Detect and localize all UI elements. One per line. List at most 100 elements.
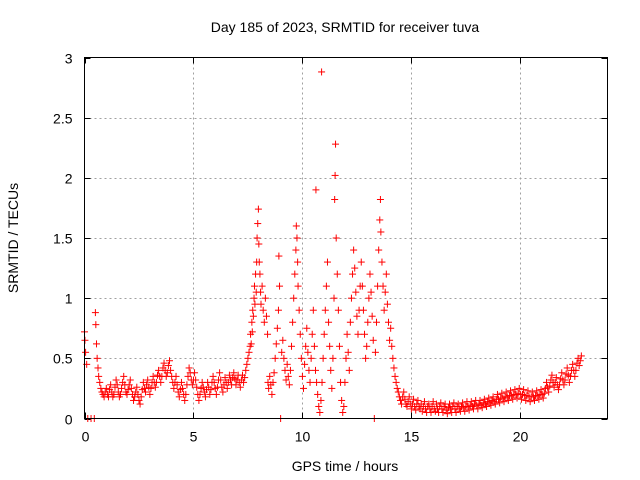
- data-point: [520, 386, 528, 394]
- data-point: [332, 140, 340, 148]
- x-tick-labels: 0 5 10 15 20: [82, 429, 529, 445]
- data-point: [382, 270, 390, 278]
- data-point: [185, 364, 193, 372]
- data-point: [371, 348, 379, 356]
- x-tick-label: 0: [82, 429, 90, 445]
- data-point: [242, 366, 250, 374]
- data-point: [207, 386, 215, 394]
- data-point: [314, 390, 322, 398]
- data-point: [392, 378, 400, 386]
- data-point: [278, 348, 286, 356]
- data-point: [381, 288, 389, 296]
- data-point: [136, 400, 144, 408]
- data-point: [93, 354, 101, 362]
- data-point: [491, 400, 499, 408]
- data-point: [286, 366, 294, 374]
- data-point: [569, 360, 577, 368]
- data-point: [321, 306, 329, 314]
- data-point: [316, 408, 324, 416]
- data-point: [405, 393, 413, 401]
- data-point: [478, 404, 486, 412]
- grid-lines: [84, 57, 608, 419]
- data-point: [338, 396, 346, 404]
- data-point: [342, 354, 350, 362]
- data-point: [443, 410, 451, 418]
- y-tick-label: 0.5: [53, 351, 73, 367]
- data-point: [450, 399, 458, 407]
- data-point: [271, 354, 279, 362]
- data-point: [376, 195, 384, 203]
- data-point: [572, 366, 580, 374]
- data-point: [377, 228, 385, 236]
- data-point: [247, 340, 255, 348]
- data-point: [577, 352, 585, 360]
- data-point: [459, 399, 467, 407]
- data-point: [184, 372, 192, 380]
- data-point: [201, 393, 209, 401]
- data-point: [461, 407, 469, 415]
- data-point: [315, 402, 323, 410]
- data-point: [513, 394, 521, 402]
- data-point: [245, 348, 253, 356]
- data-point: [565, 378, 573, 386]
- data-point: [317, 396, 325, 404]
- data-point: [146, 390, 154, 398]
- data-point: [280, 354, 288, 362]
- y-tick-label: 2: [65, 171, 73, 187]
- data-point: [124, 386, 132, 394]
- data-point: [339, 408, 347, 416]
- x-tick-label: 10: [295, 429, 311, 445]
- data-point: [270, 369, 278, 377]
- data-point: [319, 354, 327, 362]
- chart-title: Day 185 of 2023, SRMTID for receiver tuv…: [211, 19, 480, 35]
- data-point: [533, 387, 541, 395]
- data-point: [206, 390, 214, 398]
- data-point: [274, 306, 282, 314]
- data-point: [393, 384, 401, 392]
- data-point: [236, 383, 244, 391]
- data-point: [340, 402, 348, 410]
- data-point: [349, 270, 357, 278]
- data-point: [127, 384, 135, 392]
- data-point: [327, 366, 335, 374]
- data-point: [296, 330, 304, 338]
- data-point: [219, 388, 227, 396]
- data-point: [389, 354, 397, 362]
- data-point: [540, 389, 548, 397]
- data-point: [350, 246, 358, 254]
- data-point: [333, 270, 341, 278]
- x-axis-label: GPS time / hours: [292, 458, 399, 474]
- data-point: [571, 372, 579, 380]
- data-point: [376, 216, 384, 224]
- data-point: [341, 378, 349, 386]
- data-point: [390, 364, 398, 372]
- data-point: [345, 366, 353, 374]
- data-point: [294, 258, 302, 266]
- data-point: [182, 390, 190, 398]
- data-point: [352, 288, 360, 296]
- x-tick-label: 15: [404, 429, 420, 445]
- data-point: [273, 324, 281, 332]
- data-point: [561, 376, 569, 384]
- data-point: [96, 378, 104, 386]
- x-tick-label: 5: [190, 429, 198, 445]
- data-point: [563, 364, 571, 372]
- data-point: [209, 372, 217, 380]
- data-point: [167, 366, 175, 374]
- data-point: [254, 220, 262, 228]
- data-point: [380, 306, 388, 314]
- data-point: [125, 381, 133, 389]
- data-point: [303, 324, 311, 332]
- y-tick-label: 3: [65, 51, 73, 67]
- data-point: [253, 234, 261, 242]
- data-point: [328, 384, 336, 392]
- data-point: [312, 186, 320, 194]
- data-point: [331, 195, 339, 203]
- data-point: [279, 336, 287, 344]
- data-point: [217, 376, 225, 384]
- data-point: [149, 372, 157, 380]
- axis-ticks: [84, 57, 608, 420]
- data-point: [343, 330, 351, 338]
- data-point: [300, 384, 308, 392]
- data-point: [272, 340, 280, 348]
